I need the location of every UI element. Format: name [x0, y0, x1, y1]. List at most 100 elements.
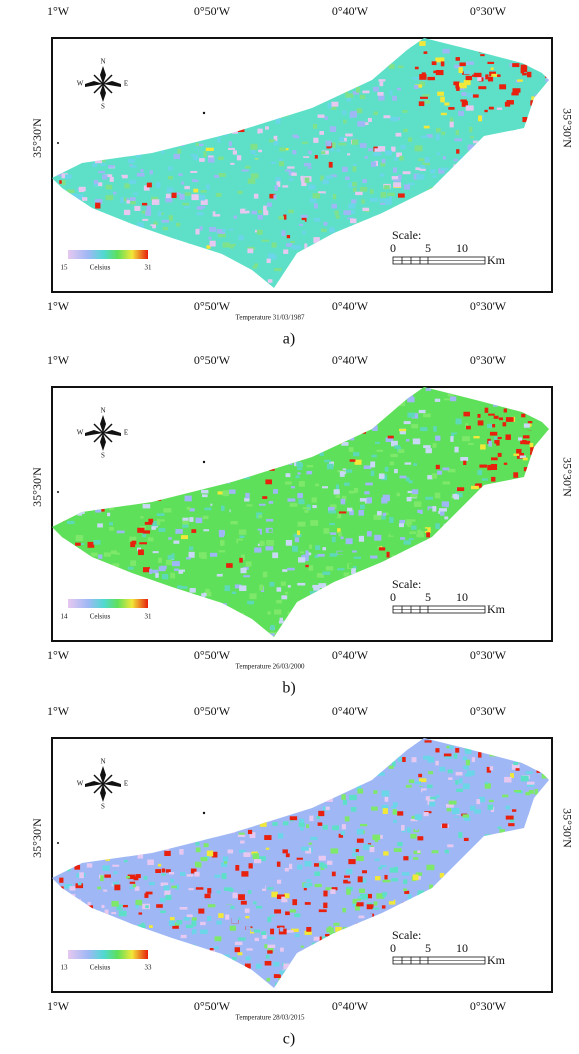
raster-cell — [463, 756, 467, 760]
raster-cell — [235, 942, 243, 945]
raster-cell — [222, 873, 227, 879]
raster-cell — [246, 956, 251, 960]
raster-cell — [245, 916, 249, 918]
legend-ramp — [68, 599, 148, 608]
raster-cell — [467, 136, 470, 139]
raster-cell — [138, 854, 144, 858]
raster-cell — [456, 130, 459, 135]
raster-cell — [513, 762, 518, 765]
point — [203, 112, 205, 114]
raster-cell — [203, 529, 209, 531]
raster-cell — [317, 573, 324, 578]
raster-cell — [432, 61, 437, 65]
raster-cell — [463, 461, 466, 465]
raster-cell — [341, 794, 345, 800]
raster-cell — [456, 418, 462, 424]
raster-cell — [437, 92, 444, 96]
raster-cell — [266, 540, 274, 546]
raster-cell — [287, 166, 294, 168]
raster-cell — [349, 564, 353, 568]
raster-cell — [362, 199, 365, 203]
raster-cell — [444, 122, 449, 127]
raster-cell — [196, 229, 200, 235]
raster-cell — [193, 934, 196, 936]
raster-cell — [414, 85, 418, 89]
raster-cell — [153, 551, 159, 553]
raster-cell — [408, 120, 415, 125]
raster-cell — [123, 905, 128, 907]
raster-cell — [160, 898, 166, 902]
raster-cell — [305, 565, 308, 567]
raster-cell — [172, 926, 179, 929]
raster-cell — [246, 926, 251, 929]
raster-cell — [315, 545, 320, 550]
raster-cell — [276, 600, 282, 604]
raster-cell — [313, 193, 321, 198]
bottom-coordinate: 0°40'W — [332, 999, 369, 1013]
raster-cell — [323, 179, 329, 184]
raster-cell — [415, 513, 420, 517]
raster-cell — [270, 582, 275, 587]
raster-cell — [442, 824, 447, 829]
raster-cell — [190, 171, 197, 173]
raster-cell — [358, 876, 363, 882]
raster-cell — [181, 182, 184, 185]
raster-cell — [162, 869, 165, 873]
raster-cell — [455, 748, 459, 753]
raster-cell — [282, 569, 287, 572]
raster-cell — [367, 904, 374, 909]
raster-cell — [101, 886, 105, 888]
raster-cell — [364, 491, 369, 494]
raster-cell — [350, 459, 356, 461]
raster-cell — [313, 138, 318, 143]
raster-cell — [285, 482, 292, 485]
raster-cell — [343, 210, 351, 215]
raster-cell — [111, 901, 118, 907]
raster-cell — [327, 861, 332, 865]
top-coordinate: 0°40'W — [332, 4, 369, 18]
raster-cell — [468, 443, 474, 445]
scale-unit: Km — [487, 602, 506, 616]
raster-cell — [274, 277, 278, 280]
raster-cell — [124, 860, 128, 862]
raster-cell — [206, 148, 214, 151]
raster-cell — [491, 826, 495, 830]
raster-cell — [450, 436, 453, 442]
raster-cell — [156, 182, 160, 188]
raster-cell — [235, 865, 239, 871]
raster-cell — [177, 899, 182, 903]
raster-cell — [271, 954, 275, 959]
raster-cell — [147, 860, 154, 865]
left-latitude: 35°30'N — [30, 118, 44, 158]
raster-cell — [161, 566, 167, 569]
raster-cell — [286, 540, 292, 546]
raster-cell — [180, 872, 185, 876]
raster-cell — [448, 107, 454, 110]
raster-cell — [360, 498, 367, 502]
raster-cell — [266, 546, 274, 550]
raster-cell — [472, 757, 475, 762]
raster-cell — [185, 192, 191, 195]
raster-cell — [190, 588, 196, 593]
raster-cell — [258, 884, 266, 888]
raster-cell — [216, 193, 222, 197]
raster-cell — [407, 161, 412, 163]
raster-cell — [196, 176, 200, 180]
raster-cell — [377, 92, 383, 96]
raster-cell — [436, 465, 440, 469]
raster-cell — [413, 438, 420, 444]
raster-cell — [319, 909, 327, 912]
raster-cell — [280, 948, 284, 952]
raster-cell — [489, 800, 494, 802]
raster-cell — [266, 848, 269, 850]
raster-cell — [358, 916, 364, 919]
raster-cell — [412, 816, 415, 820]
raster-cell — [393, 182, 401, 187]
raster-cell — [371, 162, 376, 167]
raster-cell — [112, 865, 119, 867]
raster-cell — [404, 891, 409, 894]
raster-cell — [411, 494, 418, 498]
raster-cell — [362, 179, 367, 183]
raster-cell — [370, 189, 373, 194]
raster-cell — [143, 567, 150, 572]
